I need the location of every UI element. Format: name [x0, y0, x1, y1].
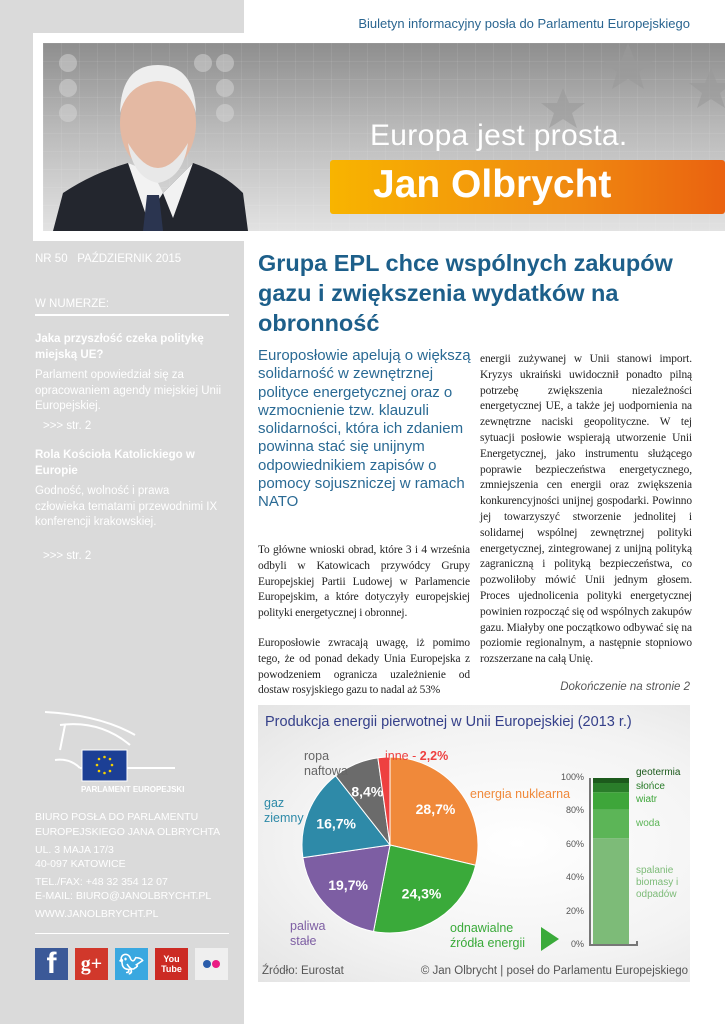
bar-segment: [593, 783, 629, 793]
slogan: Europa jest prosta.: [370, 119, 628, 152]
toc-item-text: Godność, wolność i prawa człowieka temat…: [35, 485, 218, 528]
legend-solar: słońce: [636, 781, 665, 792]
divider: [35, 933, 229, 934]
pie-data-label: 16,7%: [316, 815, 356, 831]
in-issue-label: W NUMERZE:: [35, 298, 110, 310]
pie-data-label: 24,3%: [402, 886, 442, 902]
continued-note[interactable]: Dokończenie na stronie 2: [560, 681, 690, 693]
issue-number: NR 50: [35, 253, 68, 265]
european-parliament-logo: [44, 711, 175, 782]
phone: TEL./FAX: +48 32 354 12 07: [35, 876, 168, 888]
pie-data-label: 19,7%: [328, 877, 368, 893]
star-icon: [541, 43, 725, 128]
paragraph: energii zużywanej w Unii stanowi import.…: [480, 353, 692, 666]
legend-other: inne - 2,2%: [385, 749, 449, 763]
chart-copyright: © Jan Olbrycht | poseł do Parlamentu Eur…: [420, 965, 688, 977]
pie-slice: [372, 844, 477, 934]
pie-slice: [301, 775, 391, 859]
article-lead: Europosłowie apelują o większą solidarno…: [258, 347, 471, 511]
toc-item-link[interactable]: >>> str. 2: [43, 420, 92, 432]
newsletter-tagline: Biuletyn informacyjny posła do Parlament…: [358, 16, 690, 31]
logo-text: PARLAMENT EUROPEJSKI: [81, 785, 185, 794]
toc-item-title[interactable]: Rola Kościoła Katolickiego w Europie: [35, 449, 195, 477]
paragraph: Europosłowie zwracają uwagę, iż pomimo t…: [258, 636, 470, 697]
email-link[interactable]: E-MAIL: BIURO@JANOLBRYCHT.PL: [35, 890, 212, 902]
mep-name: Jan Olbrycht: [373, 163, 612, 206]
article-column-left: To główne wnioski obrad, które 3 i 4 wrz…: [258, 543, 470, 699]
portrait-photo: [53, 43, 725, 231]
issue-info: NR 50 PAŹDZIERNIK 2015: [35, 252, 181, 268]
bar-axis: [589, 778, 638, 946]
article-column-right: energii zużywanej w Unii stanowi import.…: [480, 352, 692, 668]
y-tick-label: 20%: [565, 905, 584, 916]
office-name: BIURO POSŁA DO PARLAMENTU EUROPEJSKIEGO …: [35, 811, 221, 838]
y-tick-label: 60%: [565, 838, 584, 849]
header-banner: Europa jest prosta. Jan Olbrycht: [43, 43, 725, 231]
google-plus-icon[interactable]: g+: [75, 948, 108, 980]
bar-segment: [593, 838, 629, 945]
bar-segment: [593, 792, 629, 810]
paragraph: To główne wnioski obrad, które 3 i 4 wrz…: [258, 544, 470, 620]
pie-slice: [389, 756, 479, 866]
y-tick-label: 80%: [565, 805, 584, 816]
legend-nuclear: energia nuklearna: [470, 787, 571, 801]
facebook-icon[interactable]: f: [35, 947, 68, 980]
issue-date: PAŹDZIERNIK 2015: [77, 253, 182, 265]
y-tick-label: 100%: [560, 772, 584, 782]
pie-chart: 28,7% 24,3% 19,7% 16,7% 8,4%: [301, 756, 479, 934]
legend-geothermal: geotermia: [636, 767, 681, 778]
legend-water: woda: [636, 818, 660, 829]
stacked-bar-chart: [589, 778, 638, 946]
toc-item-text: Parlament opowiedział się za opracowanie…: [35, 369, 222, 412]
youtube-icon[interactable]: You Tube: [155, 948, 188, 980]
energy-chart: Produkcja energii pierwotnej w Unii Euro…: [258, 705, 690, 982]
pie-slice: [302, 844, 391, 933]
bar-segment: [593, 778, 629, 784]
address-street: UL. 3 MAJA 17/3: [35, 844, 114, 856]
pie-data-label: 8,4%: [351, 784, 383, 800]
address-city: 40-097 KATOWICE: [35, 858, 126, 870]
website-link[interactable]: WWW.JANOLBRYCHT.PL: [35, 908, 159, 920]
pie-data-label: 28,7%: [416, 801, 456, 817]
flickr-icon[interactable]: [195, 948, 228, 980]
divider: [35, 314, 229, 316]
legend-biomass: spalanie biomasy i odpadów: [636, 865, 679, 900]
twitter-icon[interactable]: 🐦︎: [115, 948, 148, 980]
arrow-right-icon: [541, 927, 559, 951]
pie-slice: [377, 756, 391, 846]
legend-renewables: odnawialne źródła energii: [450, 921, 526, 950]
legend-oil: ropa naftowa: [304, 749, 348, 778]
y-tick-label: 40%: [565, 872, 584, 883]
y-tick-label: 0%: [570, 939, 584, 949]
legend-wind: wiatr: [636, 794, 658, 805]
chart-title: Produkcja energii pierwotnej w Unii Euro…: [265, 714, 632, 730]
chart-source: Źródło: Eurostat: [262, 965, 344, 977]
name-bar: Jan Olbrycht: [330, 160, 725, 214]
legend-solid-fuels: paliwa stałe: [290, 919, 326, 948]
legend-gas: gaz ziemny: [264, 796, 304, 825]
toc-item-link[interactable]: >>> str. 2: [43, 550, 92, 562]
bar-segment: [593, 809, 629, 839]
toc-item-title[interactable]: Jaka przyszłość czeka politykę miejską U…: [35, 333, 204, 361]
article-title: Grupa EPL chce wspólnych zakupów gazu i …: [258, 250, 673, 336]
